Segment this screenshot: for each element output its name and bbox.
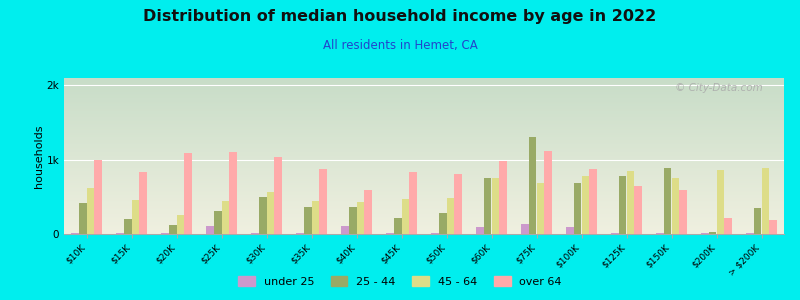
Bar [679, 190, 686, 234]
Bar [206, 226, 214, 234]
Bar [582, 176, 589, 234]
Bar [484, 178, 491, 234]
Bar [131, 200, 139, 234]
Bar [364, 190, 372, 234]
Bar [537, 183, 544, 234]
Bar [311, 201, 319, 234]
Bar [116, 233, 124, 234]
Bar [717, 170, 724, 234]
Bar [94, 160, 102, 234]
Bar [139, 172, 147, 234]
Bar [476, 227, 484, 234]
Bar [386, 232, 394, 234]
Bar [296, 233, 304, 234]
Bar [71, 233, 79, 234]
Bar [701, 233, 709, 234]
Bar [619, 176, 626, 234]
Bar [319, 169, 326, 234]
Bar [611, 233, 619, 234]
Bar [349, 207, 357, 234]
Bar [671, 178, 679, 234]
Bar [626, 171, 634, 234]
Bar [566, 226, 574, 234]
Bar [161, 233, 169, 234]
Bar [169, 225, 177, 234]
Text: © City-Data.com: © City-Data.com [674, 83, 762, 93]
Bar [529, 137, 537, 234]
Bar [754, 208, 762, 234]
Bar [184, 153, 192, 234]
Bar [762, 168, 769, 234]
Bar [342, 226, 349, 234]
Bar [124, 219, 131, 234]
Bar [769, 220, 777, 234]
Bar [589, 169, 597, 234]
Bar [177, 215, 184, 234]
Bar [357, 202, 364, 234]
Bar [574, 183, 582, 234]
Bar [222, 201, 229, 234]
Bar [79, 203, 86, 234]
Bar [439, 213, 446, 234]
Y-axis label: households: households [34, 124, 44, 188]
Bar [446, 198, 454, 234]
Bar [746, 233, 754, 234]
Bar [304, 207, 311, 234]
Bar [454, 174, 462, 234]
Bar [259, 197, 266, 234]
Text: Distribution of median household income by age in 2022: Distribution of median household income … [143, 9, 657, 24]
Bar [394, 218, 402, 234]
Text: All residents in Hemet, CA: All residents in Hemet, CA [322, 39, 478, 52]
Bar [544, 151, 552, 234]
Bar [431, 232, 439, 234]
Bar [251, 233, 259, 234]
Bar [214, 211, 222, 234]
Bar [656, 233, 664, 234]
Bar [664, 168, 671, 234]
Bar [229, 152, 237, 234]
Bar [409, 172, 417, 234]
Legend: under 25, 25 - 44, 45 - 64, over 64: under 25, 25 - 44, 45 - 64, over 64 [234, 272, 566, 291]
Bar [266, 192, 274, 234]
Bar [499, 161, 507, 234]
Bar [274, 157, 282, 234]
Bar [724, 218, 732, 234]
Bar [522, 224, 529, 234]
Bar [709, 232, 717, 234]
Bar [86, 188, 94, 234]
Bar [491, 178, 499, 234]
Bar [634, 187, 642, 234]
Bar [402, 199, 409, 234]
